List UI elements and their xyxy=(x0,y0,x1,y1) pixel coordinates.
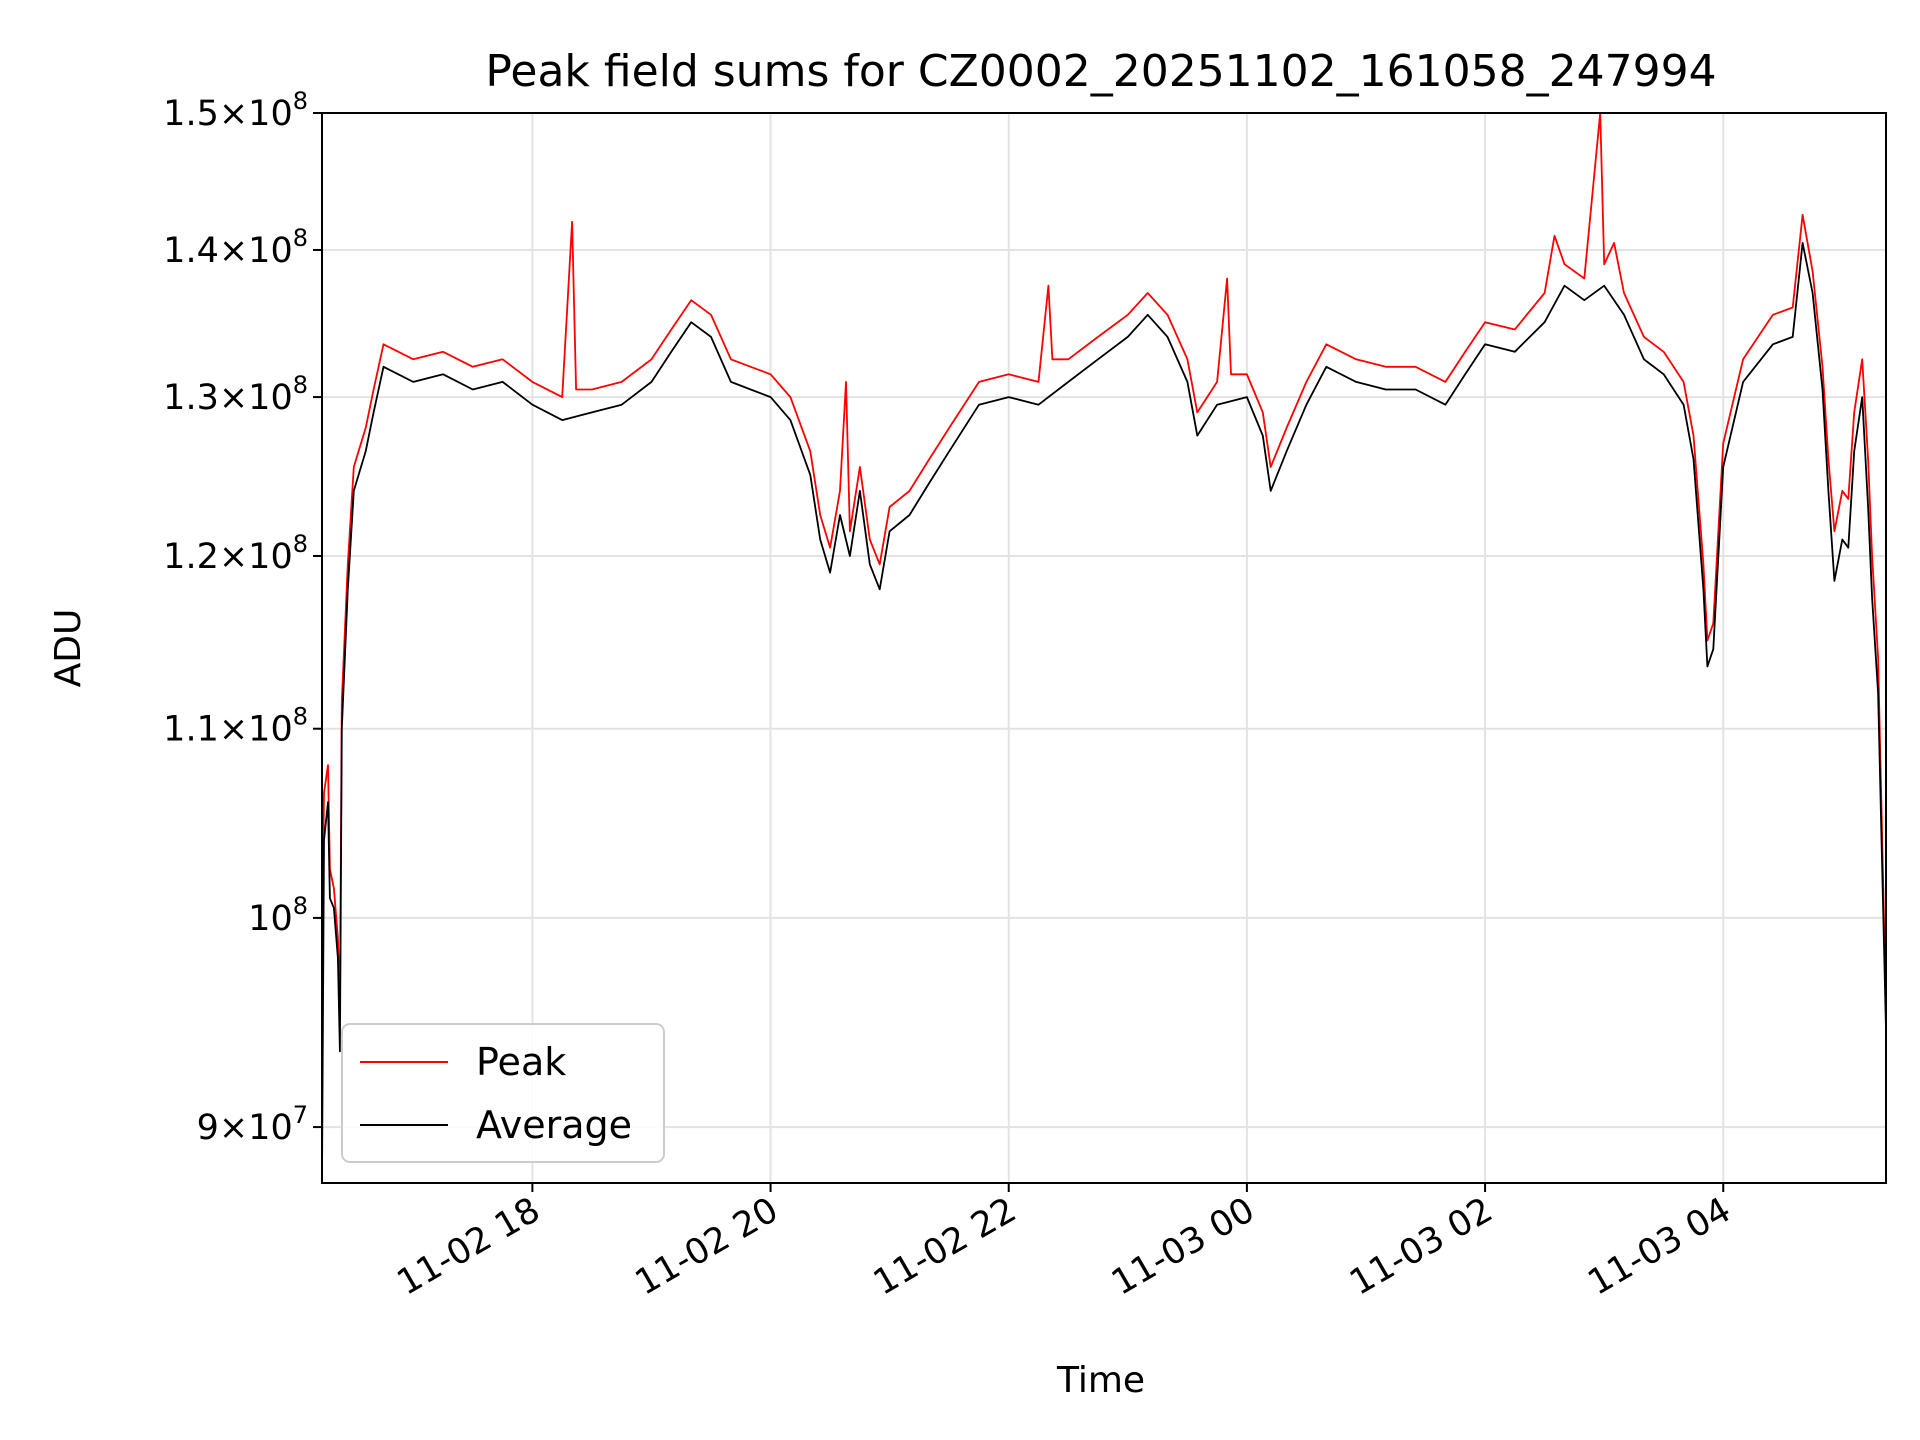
y-tick-label: 1.4×108 xyxy=(163,224,308,271)
legend-label-peak: Peak xyxy=(476,1040,566,1084)
y-tick-label: 108 xyxy=(248,892,308,939)
y-tick-label: 1.3×108 xyxy=(163,371,308,418)
grid-lines xyxy=(322,112,1886,1183)
y-tick-label: 9×107 xyxy=(197,1101,308,1148)
y-tick-label: 1.1×108 xyxy=(163,703,308,750)
legend-box xyxy=(341,1023,665,1163)
legend-label-average: Average xyxy=(476,1103,632,1147)
plot-area xyxy=(322,113,1886,1177)
y-axis: 9×107 108 1.1×108 1.2×108 1.3×108 1.4×108 1.5×… xyxy=(163,87,322,1148)
y-axis-label: ADU xyxy=(48,609,89,688)
series-line-peak xyxy=(322,113,1886,1021)
chart-title: Peak field sums for CZ0002_20251102_1610… xyxy=(485,46,1716,97)
legend: Peak Average xyxy=(341,1023,665,1163)
series-layer xyxy=(322,113,1886,1177)
x-axis-label: Time xyxy=(1056,1360,1145,1401)
series-line-average xyxy=(322,241,1886,1177)
plot-frame xyxy=(321,112,1887,1184)
y-tick-label: 1.2×108 xyxy=(163,530,308,577)
y-tick-label: 1.5×108 xyxy=(163,87,308,134)
